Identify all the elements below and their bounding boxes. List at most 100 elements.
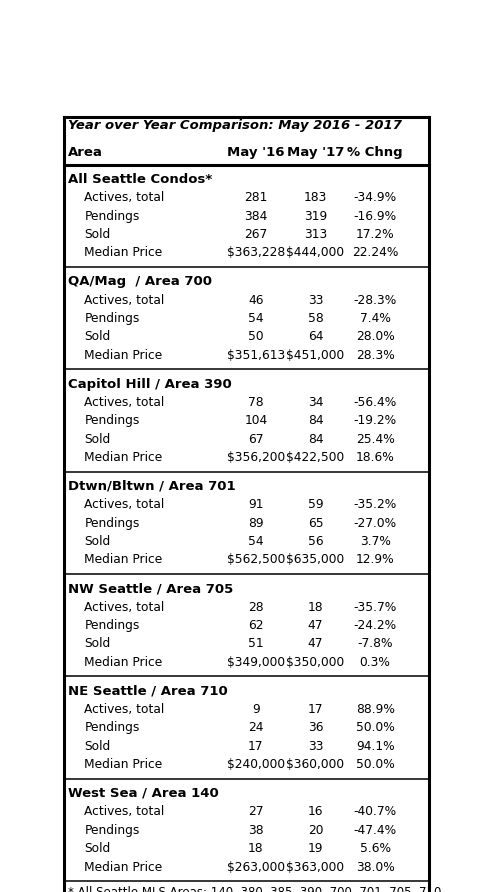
Text: $351,613: $351,613 — [226, 349, 284, 362]
Text: Pendings: Pendings — [84, 516, 139, 530]
Text: 34: 34 — [307, 396, 323, 409]
Text: 25.4%: 25.4% — [355, 433, 394, 446]
Text: Actives, total: Actives, total — [84, 703, 164, 716]
Text: Actives, total: Actives, total — [84, 805, 164, 818]
Text: $356,200: $356,200 — [226, 451, 284, 464]
Text: 17.2%: 17.2% — [355, 228, 394, 241]
Text: Pendings: Pendings — [84, 722, 139, 734]
Text: $422,500: $422,500 — [286, 451, 344, 464]
Text: 38: 38 — [248, 823, 263, 837]
Text: Actives, total: Actives, total — [84, 396, 164, 409]
Text: % Chng: % Chng — [347, 146, 402, 159]
Text: 51: 51 — [248, 638, 263, 650]
Text: 5.6%: 5.6% — [359, 842, 390, 855]
Text: 54: 54 — [248, 312, 263, 325]
Text: 104: 104 — [244, 414, 267, 427]
Text: Actives, total: Actives, total — [84, 499, 164, 511]
Text: 58: 58 — [307, 312, 323, 325]
Text: 281: 281 — [244, 191, 267, 204]
Text: 47: 47 — [307, 638, 323, 650]
Text: 267: 267 — [244, 228, 267, 241]
Text: Pendings: Pendings — [84, 312, 139, 325]
Text: Actives, total: Actives, total — [84, 600, 164, 614]
Text: 64: 64 — [307, 330, 323, 343]
Text: 24: 24 — [248, 722, 263, 734]
Text: $263,000: $263,000 — [226, 861, 284, 873]
Text: Median Price: Median Price — [84, 656, 162, 669]
Text: 65: 65 — [307, 516, 323, 530]
Text: 91: 91 — [248, 499, 263, 511]
Text: 3.7%: 3.7% — [359, 535, 390, 548]
Text: 33: 33 — [307, 739, 323, 753]
Text: $451,000: $451,000 — [286, 349, 344, 362]
Text: -40.7%: -40.7% — [353, 805, 396, 818]
Text: 18: 18 — [307, 600, 323, 614]
Text: 50: 50 — [248, 330, 263, 343]
Text: Sold: Sold — [84, 535, 110, 548]
Text: $240,000: $240,000 — [226, 758, 284, 772]
Text: $562,500: $562,500 — [226, 554, 285, 566]
Text: $363,228: $363,228 — [226, 246, 284, 260]
Text: $349,000: $349,000 — [226, 656, 284, 669]
Text: Sold: Sold — [84, 433, 110, 446]
Text: Median Price: Median Price — [84, 349, 162, 362]
Text: $350,000: $350,000 — [286, 656, 344, 669]
Text: May '17: May '17 — [286, 146, 344, 159]
Text: 7.4%: 7.4% — [359, 312, 390, 325]
Text: -16.9%: -16.9% — [353, 210, 396, 223]
Text: -35.2%: -35.2% — [353, 499, 396, 511]
Text: Median Price: Median Price — [84, 861, 162, 873]
Text: May '16: May '16 — [227, 146, 284, 159]
Text: QA/Mag  / Area 700: QA/Mag / Area 700 — [67, 275, 211, 288]
Text: 27: 27 — [248, 805, 263, 818]
Text: 19: 19 — [307, 842, 323, 855]
Text: 54: 54 — [248, 535, 263, 548]
Text: Actives, total: Actives, total — [84, 191, 164, 204]
Text: $360,000: $360,000 — [286, 758, 344, 772]
Text: 319: 319 — [303, 210, 326, 223]
Text: 28: 28 — [248, 600, 263, 614]
Text: Pendings: Pendings — [84, 210, 139, 223]
Text: Pendings: Pendings — [84, 414, 139, 427]
Text: Actives, total: Actives, total — [84, 293, 164, 307]
Text: 89: 89 — [248, 516, 263, 530]
Text: Dtwn/Bltwn / Area 701: Dtwn/Bltwn / Area 701 — [67, 480, 235, 493]
Text: Sold: Sold — [84, 228, 110, 241]
Text: Sold: Sold — [84, 842, 110, 855]
Text: Median Price: Median Price — [84, 554, 162, 566]
Text: 18: 18 — [248, 842, 263, 855]
Text: 50.0%: 50.0% — [355, 722, 394, 734]
Text: 12.9%: 12.9% — [355, 554, 394, 566]
Text: 46: 46 — [248, 293, 263, 307]
Text: 84: 84 — [307, 414, 323, 427]
Text: NE Seattle / Area 710: NE Seattle / Area 710 — [67, 684, 227, 698]
Text: 0.3%: 0.3% — [359, 656, 390, 669]
Text: 67: 67 — [248, 433, 263, 446]
Text: 47: 47 — [307, 619, 323, 632]
Text: Sold: Sold — [84, 330, 110, 343]
Text: 50.0%: 50.0% — [355, 758, 394, 772]
Text: -47.4%: -47.4% — [353, 823, 396, 837]
Text: Sold: Sold — [84, 739, 110, 753]
Text: 17: 17 — [307, 703, 323, 716]
Text: 28.3%: 28.3% — [355, 349, 394, 362]
Text: 62: 62 — [248, 619, 263, 632]
Text: 313: 313 — [303, 228, 326, 241]
Text: NW Seattle / Area 705: NW Seattle / Area 705 — [67, 582, 232, 595]
Text: 84: 84 — [307, 433, 323, 446]
Text: $363,000: $363,000 — [286, 861, 344, 873]
Text: 16: 16 — [307, 805, 323, 818]
Text: $444,000: $444,000 — [286, 246, 344, 260]
Text: -35.7%: -35.7% — [353, 600, 396, 614]
Text: Pendings: Pendings — [84, 823, 139, 837]
Text: -28.3%: -28.3% — [353, 293, 396, 307]
Text: * All Seattle MLS Areas: 140, 380, 385, 390, 700, 701, 705, 710: * All Seattle MLS Areas: 140, 380, 385, … — [67, 886, 440, 892]
Text: 384: 384 — [244, 210, 267, 223]
Text: 88.9%: 88.9% — [355, 703, 394, 716]
Text: Year over Year Comparison: May 2016 - 2017: Year over Year Comparison: May 2016 - 20… — [67, 119, 401, 132]
Text: 59: 59 — [307, 499, 323, 511]
Text: West Sea / Area 140: West Sea / Area 140 — [67, 787, 218, 800]
Text: -7.8%: -7.8% — [357, 638, 392, 650]
Text: 9: 9 — [252, 703, 259, 716]
Text: -27.0%: -27.0% — [353, 516, 396, 530]
